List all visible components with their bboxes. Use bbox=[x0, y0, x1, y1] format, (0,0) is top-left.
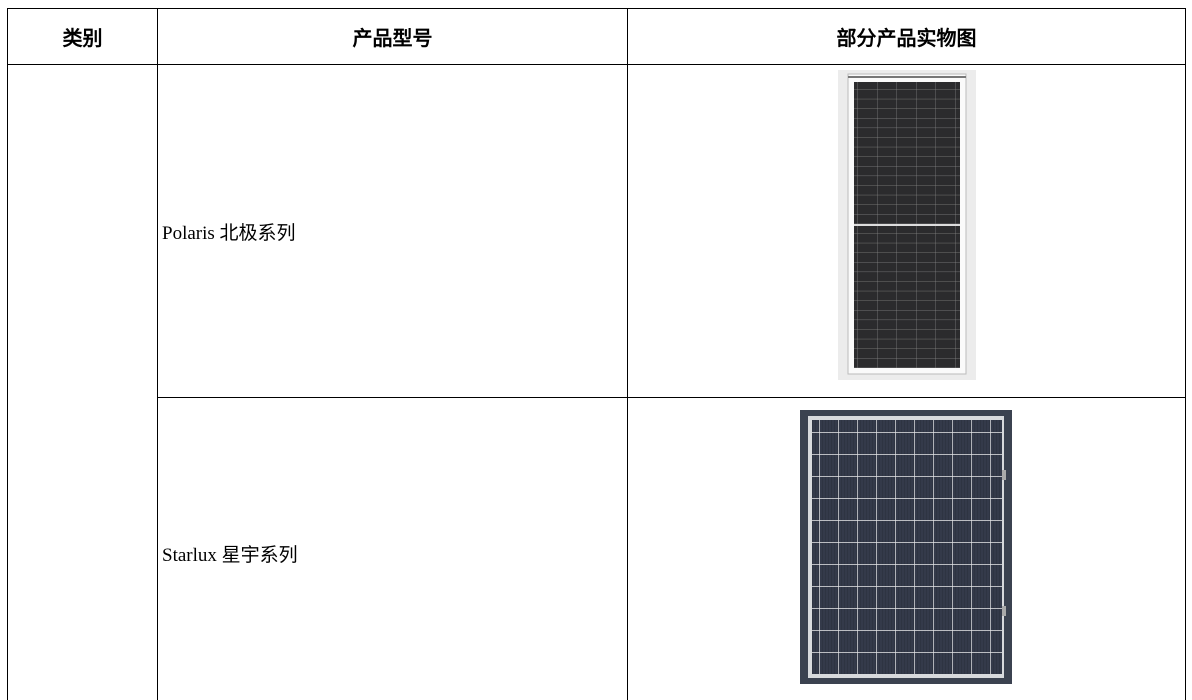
table-border bbox=[1185, 8, 1186, 700]
table-border bbox=[157, 8, 158, 700]
header-cell: 部分产品实物图 bbox=[836, 25, 977, 50]
product-image bbox=[838, 70, 976, 380]
table-border bbox=[7, 64, 1186, 65]
model-name: Starlux 星宇系列 bbox=[162, 545, 298, 566]
table-border bbox=[7, 8, 8, 700]
product-image bbox=[800, 410, 1012, 684]
table-border bbox=[157, 397, 1186, 398]
table-border bbox=[627, 8, 628, 700]
header-cell: 产品型号 bbox=[352, 25, 433, 50]
model-name: Polaris 北极系列 bbox=[162, 223, 296, 244]
header-cell: 类别 bbox=[62, 25, 103, 50]
table-border bbox=[7, 8, 1186, 9]
